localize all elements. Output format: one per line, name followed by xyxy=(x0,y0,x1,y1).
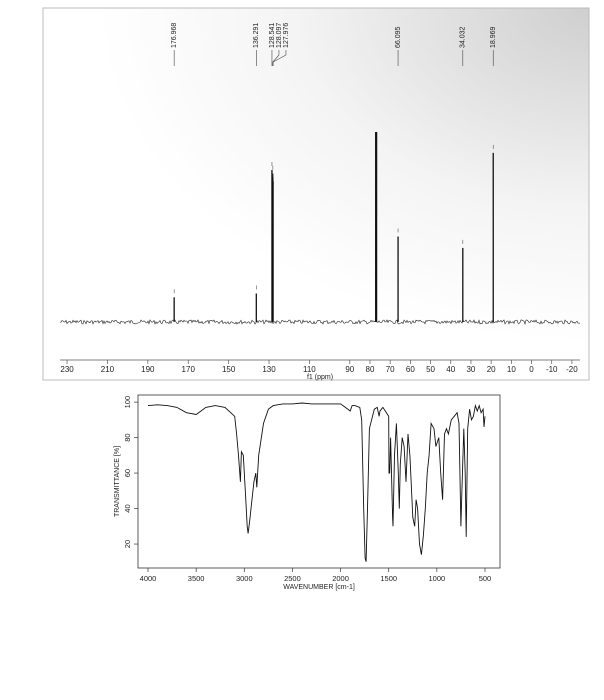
x-tick-label: 1500 xyxy=(380,574,397,583)
x-tick-label: 190 xyxy=(141,365,155,374)
peak-label: 136.291 xyxy=(253,23,260,48)
peak-label: 18.969 xyxy=(490,26,497,48)
y-axis-label: TRANSMITTANCE [%] xyxy=(114,446,121,517)
y-tick-label: 40 xyxy=(123,504,132,512)
x-tick-label: 50 xyxy=(426,365,435,374)
x-tick-label: 60 xyxy=(406,365,415,374)
ir-trace xyxy=(147,402,486,562)
solvent-peak xyxy=(375,132,378,322)
x-tick-label: 80 xyxy=(366,365,375,374)
x-tick-label: 10 xyxy=(507,365,516,374)
x-tick-label: 2000 xyxy=(332,574,349,583)
x-tick-label: 40 xyxy=(446,365,455,374)
x-tick-label: 150 xyxy=(222,365,236,374)
y-tick-label: 80 xyxy=(123,433,132,441)
x-tick-label: 70 xyxy=(386,365,395,374)
x-axis-label: WAVENUMBER [cm-1] xyxy=(283,584,355,591)
x-tick-label: 20 xyxy=(487,365,496,374)
peak-label: 34.032 xyxy=(460,26,467,48)
x-tick-label: 3000 xyxy=(236,574,253,583)
x-tick-label: 4000 xyxy=(140,574,157,583)
x-tick-label: 2500 xyxy=(284,574,301,583)
x-tick-label: 170 xyxy=(182,365,196,374)
x-tick-label: 230 xyxy=(60,365,74,374)
x-tick-label: -20 xyxy=(566,365,578,374)
x-tick-label: 210 xyxy=(101,365,115,374)
peak-label: 128.541 xyxy=(269,23,276,48)
x-tick-label: 500 xyxy=(479,574,492,583)
x-tick-label: 1000 xyxy=(428,574,445,583)
x-axis-label: f1 (ppm) xyxy=(307,374,333,381)
peak-label: 128.097 xyxy=(276,23,283,48)
nmr-panel xyxy=(42,7,590,381)
x-tick-label: 0 xyxy=(529,365,534,374)
x-tick-label: 90 xyxy=(345,365,354,374)
x-tick-label: -10 xyxy=(546,365,558,374)
ir-frame xyxy=(137,394,501,569)
y-tick-label: 20 xyxy=(123,540,132,548)
peak-label: 127.976 xyxy=(283,23,290,48)
peak-label: 66.095 xyxy=(395,26,402,48)
peak-label: 176.968 xyxy=(171,23,178,48)
peak-connector xyxy=(272,50,287,66)
y-tick-label: 60 xyxy=(123,469,132,477)
x-tick-label: 130 xyxy=(262,365,276,374)
baseline-noise xyxy=(59,319,581,326)
x-tick-label: 110 xyxy=(303,365,316,374)
y-tick-label: 100 xyxy=(123,396,132,409)
x-tick-label: 3500 xyxy=(188,574,205,583)
x-tick-label: 30 xyxy=(466,365,475,374)
